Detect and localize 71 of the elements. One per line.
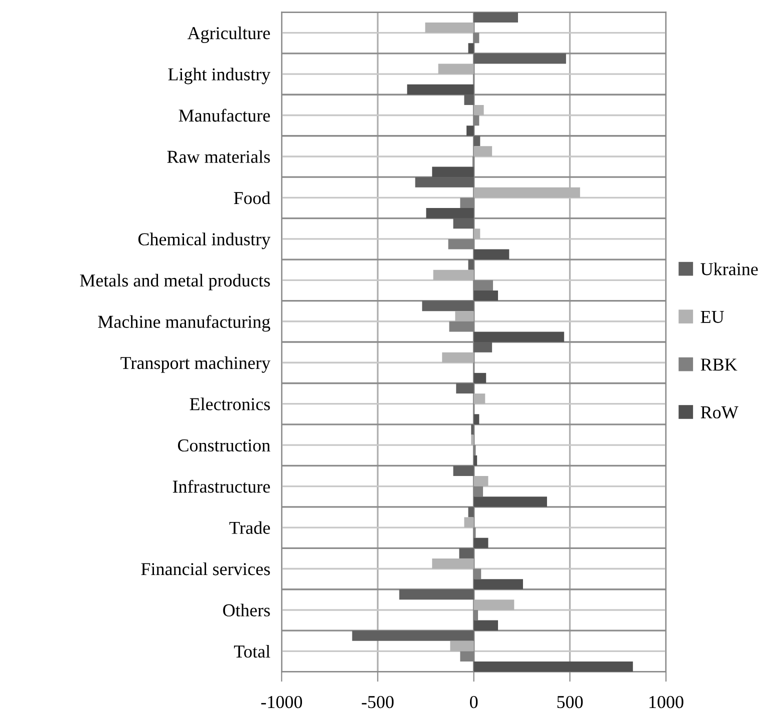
- bar: [459, 548, 474, 558]
- bar: [466, 126, 474, 136]
- y-tick-label: Chemical industry: [138, 232, 270, 250]
- y-tick-label: Financial services: [141, 562, 270, 576]
- bar: [433, 270, 474, 280]
- bar: [415, 177, 474, 188]
- y-tick-label: Total: [234, 644, 270, 658]
- bar: [474, 620, 498, 631]
- bar: [426, 208, 474, 218]
- bar: [474, 662, 633, 672]
- x-tick-label: 0: [470, 696, 478, 708]
- bar: [474, 290, 498, 301]
- bar: [474, 476, 488, 486]
- bar: [474, 394, 486, 404]
- bar: [425, 22, 474, 33]
- bar: [474, 12, 518, 22]
- y-tick-label: Manufacture: [178, 108, 270, 122]
- bar: [471, 424, 474, 435]
- bar: [474, 332, 564, 342]
- bar: [474, 104, 484, 116]
- x-tick-label: -500: [362, 696, 394, 708]
- bar: [399, 589, 474, 600]
- y-tick-label: Construction: [178, 439, 270, 452]
- bar: [474, 600, 514, 610]
- bar: [474, 228, 480, 239]
- x-tick-label: -1000: [261, 696, 302, 708]
- x-tick-label: 1000: [650, 696, 684, 708]
- bar: [422, 300, 474, 312]
- y-tick-label: Food: [234, 191, 270, 204]
- bar: [456, 383, 474, 394]
- y-tick-label: Trade: [229, 521, 270, 534]
- legend-label: RBK: [700, 358, 738, 371]
- bar: [453, 218, 474, 229]
- bar: [468, 506, 474, 518]
- bar: [432, 558, 474, 569]
- bar: [468, 43, 474, 54]
- y-tick-label: Others: [223, 604, 270, 616]
- bar: [450, 640, 474, 652]
- bar: [455, 311, 474, 322]
- x-tick-label: 500: [557, 696, 583, 708]
- y-tick-label: Agriculture: [187, 26, 270, 43]
- bar: [474, 342, 492, 352]
- legend-label: Ukraine: [700, 262, 758, 276]
- y-tick-label: Raw materials: [167, 150, 270, 163]
- bar: [474, 53, 566, 64]
- bar: [474, 136, 480, 146]
- bar: [442, 352, 474, 363]
- bar: [432, 166, 474, 178]
- bar: [474, 579, 523, 590]
- bar: [474, 249, 510, 260]
- bar: [453, 466, 474, 476]
- bar: [474, 372, 486, 384]
- bar: [471, 434, 474, 446]
- y-tick-label: Transport machinery: [120, 356, 270, 373]
- y-tick-label: Electronics: [190, 398, 270, 410]
- y-tick-label: Machine manufacturing: [98, 315, 270, 332]
- bar: [438, 64, 474, 74]
- bar: [474, 538, 488, 548]
- legend-label: RoW: [700, 406, 738, 419]
- y-tick-label: Metals and metal products: [80, 274, 270, 290]
- legend-label: EU: [700, 310, 724, 323]
- bar: [474, 414, 480, 424]
- y-tick-label: Light industry: [168, 68, 270, 84]
- bar: [468, 260, 474, 270]
- bar: [464, 517, 474, 528]
- bar: [407, 84, 474, 95]
- bar: [474, 146, 492, 156]
- bar: [352, 630, 474, 641]
- y-tick-label: Infrastructure: [172, 480, 270, 493]
- bar: [474, 496, 548, 507]
- bar: [464, 94, 474, 105]
